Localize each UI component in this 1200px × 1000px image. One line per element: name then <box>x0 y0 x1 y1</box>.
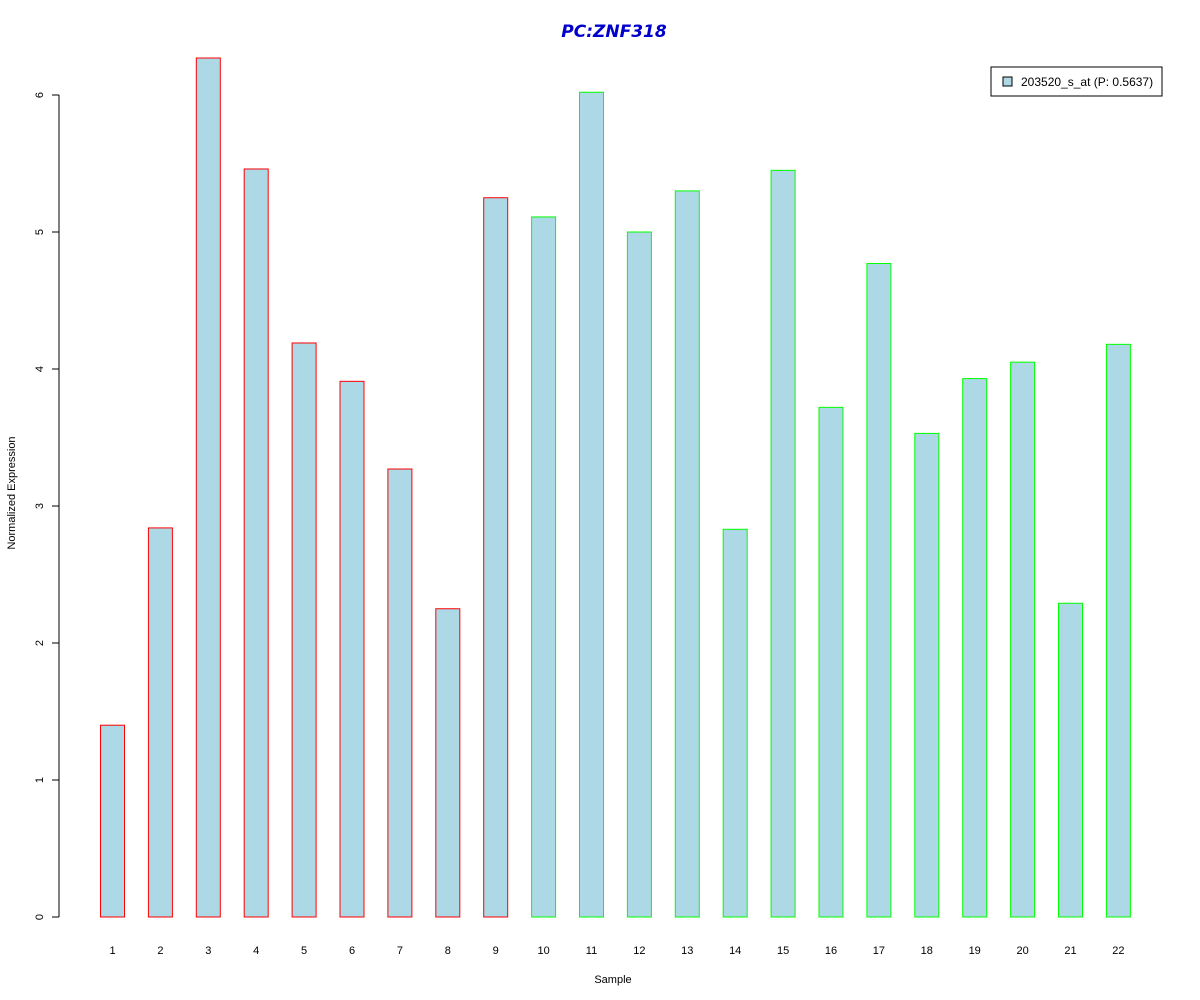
bar-sample-12 <box>626 231 652 918</box>
x-tick-label: 8 <box>445 945 451 957</box>
y-tick-label: 0 <box>34 914 46 920</box>
x-tick-label: 14 <box>729 945 741 957</box>
bar-sample-19 <box>962 378 988 918</box>
bar-sample-8 <box>435 608 461 918</box>
x-tick-label: 9 <box>493 945 499 957</box>
bar-sample-17 <box>866 263 892 918</box>
x-tick-label: 17 <box>873 945 885 957</box>
bar-sample-18 <box>914 432 940 918</box>
x-axis-label: Sample <box>594 974 631 986</box>
x-tick-label: 15 <box>777 945 789 957</box>
bar-sample-6 <box>339 380 365 918</box>
bar-sample-21 <box>1058 602 1083 918</box>
y-tick-label: 5 <box>34 229 46 235</box>
chart-title: PC:ZNF318 <box>561 22 667 42</box>
y-tick-label: 2 <box>34 640 46 646</box>
bar-sample-10 <box>531 216 557 918</box>
y-axis-label: Normalized Expression <box>6 436 18 549</box>
bar-sample-1 <box>100 724 125 918</box>
bar-sample-15 <box>770 169 796 918</box>
y-axis: 0 1 2 3 4 5 6 <box>34 92 60 920</box>
x-tick-label: 18 <box>921 945 933 957</box>
x-tick-label: 5 <box>301 945 307 957</box>
bar-sample-3 <box>195 57 221 918</box>
x-tick-label: 21 <box>1064 945 1076 957</box>
y-tick-label: 6 <box>34 92 46 98</box>
bar-sample-2 <box>147 527 173 918</box>
bar-sample-13 <box>674 190 700 918</box>
bar-sample-14 <box>722 528 748 918</box>
x-tick-label: 6 <box>349 945 355 957</box>
y-tick-label: 1 <box>34 777 46 783</box>
x-tick-label: 13 <box>681 945 693 957</box>
x-tick-label: 12 <box>633 945 645 957</box>
legend-box <box>990 66 1163 97</box>
bars <box>100 57 1131 918</box>
legend: 203520_s_at (P: 0.5637) <box>990 66 1163 97</box>
x-tick-label: 2 <box>157 945 163 957</box>
x-tick-label: 1 <box>109 945 115 957</box>
bar-sample-20 <box>1010 361 1036 918</box>
x-tick-label: 22 <box>1112 945 1124 957</box>
legend-label: 203520_s_at (P: 0.5637) <box>1021 75 1153 89</box>
y-tick-label: 3 <box>34 503 46 509</box>
x-tick-labels: 1 2 3 4 5 6 7 8 9 10 11 12 13 14 15 16 17 18 19 20 21 22 <box>109 945 1124 957</box>
bar-sample-11 <box>579 91 604 918</box>
legend-swatch <box>1002 76 1013 87</box>
y-tick-label: 4 <box>34 366 46 372</box>
x-tick-label: 16 <box>825 945 837 957</box>
bar-sample-9 <box>483 197 509 918</box>
x-tick-label: 10 <box>537 945 549 957</box>
x-tick-label: 4 <box>253 945 259 957</box>
bar-sample-16 <box>818 406 844 918</box>
x-tick-label: 11 <box>586 945 597 957</box>
x-tick-label: 7 <box>397 945 403 957</box>
bar-sample-7 <box>387 468 413 918</box>
x-tick-label: 20 <box>1016 945 1028 957</box>
bar-sample-5 <box>291 342 317 918</box>
bar-sample-4 <box>243 168 269 918</box>
bar-sample-22 <box>1105 343 1131 918</box>
x-tick-label: 19 <box>969 945 981 957</box>
x-tick-label: 3 <box>205 945 211 957</box>
